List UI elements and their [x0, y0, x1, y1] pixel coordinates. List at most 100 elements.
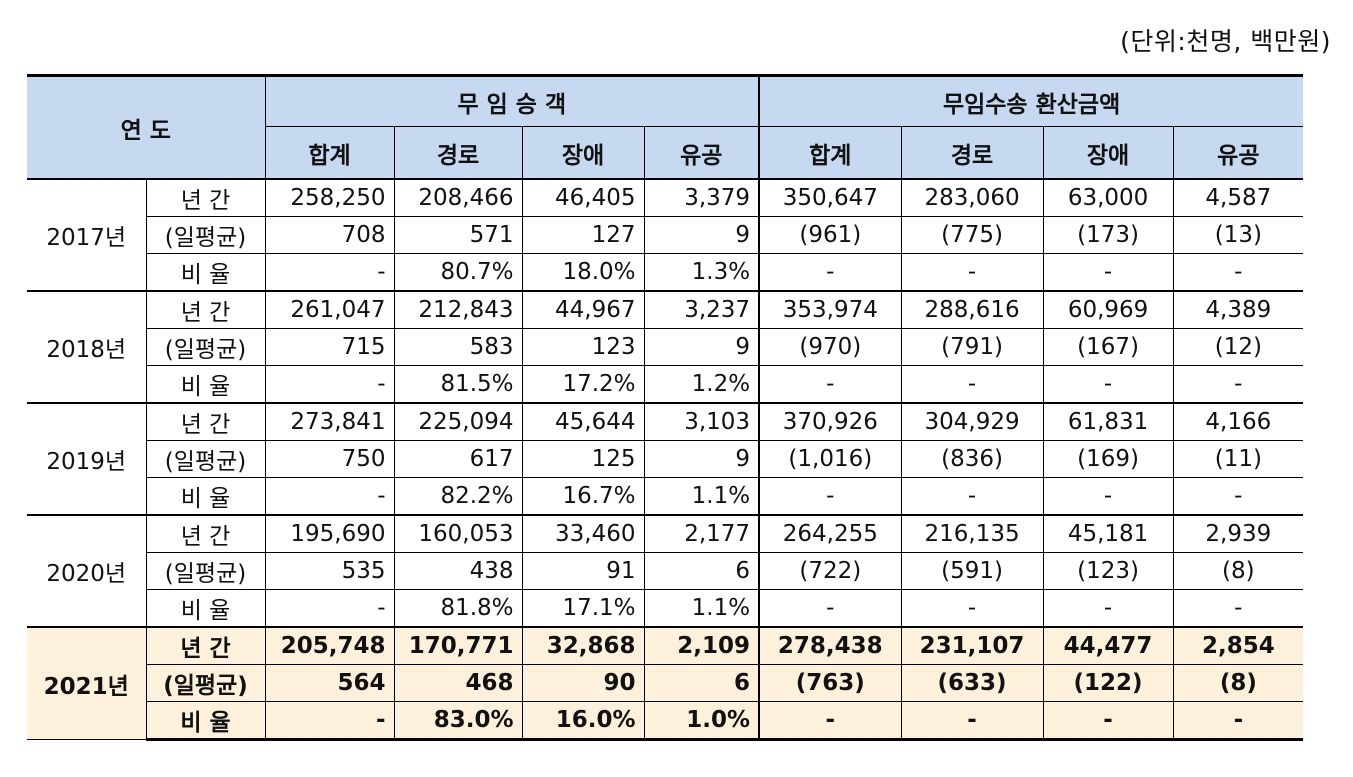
data-cell: 3,103 — [643, 402, 760, 441]
data-cell: 583 — [393, 328, 523, 366]
data-cell: (169) — [1042, 440, 1174, 478]
table-row: (일평균) 708 571 127 9 (961) (775) (173) (13) — [27, 216, 1304, 254]
data-cell: (167) — [1042, 328, 1174, 366]
data-cell: - — [1042, 477, 1174, 516]
data-cell: 91 — [521, 552, 645, 590]
data-cell: 32,868 — [521, 626, 645, 665]
data-cell: 2,109 — [643, 626, 760, 665]
data-cell: 750 — [264, 440, 395, 478]
data-cell: 2,939 — [1172, 514, 1304, 553]
data-cell: - — [758, 477, 902, 516]
data-cell: - — [1042, 253, 1174, 292]
header-row-1: 연 도 무 임 승 객 무임수송 환산금액 — [27, 74, 1304, 180]
data-cell: (8) — [1172, 664, 1304, 702]
data-cell: 708 — [264, 216, 395, 254]
data-cell: (775) — [900, 216, 1044, 254]
data-cell: 125 — [521, 440, 645, 478]
year-cell: 2019년 — [27, 402, 147, 516]
data-cell: (763) — [758, 664, 902, 702]
data-cell: 82.2% — [393, 477, 523, 516]
col-header: 유공 — [1172, 126, 1304, 180]
data-cell: 44,967 — [521, 290, 645, 329]
data-cell: 17.1% — [521, 589, 645, 628]
group-header-converted-amount: 무임수송 환산금액 — [758, 74, 1304, 127]
data-cell: 261,047 — [264, 290, 395, 329]
data-cell: 45,644 — [521, 402, 645, 441]
data-cell: 4,389 — [1172, 290, 1304, 329]
table-row: 비 율 -82.2% 16.7% 1.1% - - - - — [27, 477, 1304, 516]
data-cell: (11) — [1172, 440, 1304, 478]
data-cell: (791) — [900, 328, 1044, 366]
data-cell: - — [900, 365, 1044, 404]
data-cell: 205,748 — [264, 626, 395, 665]
col-header: 합계 — [758, 126, 902, 180]
data-cell: 61,831 — [1042, 402, 1174, 441]
data-cell: 4,587 — [1172, 178, 1304, 217]
data-cell: 16.0% — [521, 701, 645, 741]
data-cell: 9 — [643, 328, 760, 366]
data-cell: (970) — [758, 328, 902, 366]
data-cell: 81.5% — [393, 365, 523, 404]
data-cell: 123 — [521, 328, 645, 366]
data-cell: 46,405 — [521, 178, 645, 217]
table-row: 비 율 -80.7% 18.0% 1.3% - - - - — [27, 253, 1304, 292]
data-cell: 225,094 — [393, 402, 523, 441]
data-cell: 231,107 — [900, 626, 1044, 665]
data-cell: 715 — [264, 328, 395, 366]
table-row: (일평균) 564 468 90 6 (763) (633) (122) (8) — [27, 664, 1304, 702]
data-cell: 350,647 — [758, 178, 902, 217]
data-cell: 283,060 — [900, 178, 1044, 217]
data-cell: 438 — [393, 552, 523, 590]
data-cell: - — [264, 589, 395, 628]
data-cell: (633) — [900, 664, 1044, 702]
data-cell: 2,177 — [643, 514, 760, 553]
data-cell: - — [1172, 589, 1304, 628]
data-cell: 170,771 — [393, 626, 523, 665]
data-cell: 571 — [393, 216, 523, 254]
data-cell: 468 — [393, 664, 523, 702]
data-cell: 6 — [643, 664, 760, 702]
data-cell: - — [1172, 477, 1304, 516]
row-label: (일평균) — [145, 664, 266, 702]
data-cell: (836) — [900, 440, 1044, 478]
data-cell: (1,016) — [758, 440, 902, 478]
data-cell: 127 — [521, 216, 645, 254]
data-cell: 16.7% — [521, 477, 645, 516]
ridership-table: 연 도 무 임 승 객 무임수송 환산금액 합계 경로 장애 유공 합계 경로 … — [27, 74, 1304, 741]
data-cell: 44,477 — [1042, 626, 1174, 665]
data-cell: 258,250 — [264, 178, 395, 217]
data-cell: 564 — [264, 664, 395, 702]
data-cell: 63,000 — [1042, 178, 1174, 217]
data-cell: 617 — [393, 440, 523, 478]
data-cell: 273,841 — [264, 402, 395, 441]
table-row: 비 율 -81.8% 17.1% 1.1% - - - - — [27, 589, 1304, 628]
row-label: 비 율 — [145, 701, 266, 741]
row-label: 년 간 — [145, 514, 266, 553]
data-cell: 353,974 — [758, 290, 902, 329]
data-cell: 370,926 — [758, 402, 902, 441]
data-cell: - — [758, 701, 902, 741]
data-cell: 18.0% — [521, 253, 645, 292]
data-cell: - — [900, 253, 1044, 292]
data-cell: (591) — [900, 552, 1044, 590]
col-header: 유공 — [643, 126, 760, 180]
data-cell: 90 — [521, 664, 645, 702]
data-cell: 9 — [643, 440, 760, 478]
row-label: 비 율 — [145, 477, 266, 516]
table-row: (일평균) 535 438 91 6 (722) (591) (123) (8) — [27, 552, 1304, 590]
data-cell: - — [900, 701, 1044, 741]
data-cell: 288,616 — [900, 290, 1044, 329]
data-cell: (961) — [758, 216, 902, 254]
data-cell: - — [1172, 253, 1304, 292]
table-row: (일평균) 750 617 125 9 (1,016) (836) (169) (11) — [27, 440, 1304, 478]
data-cell: - — [758, 365, 902, 404]
data-cell: 9 — [643, 216, 760, 254]
col-header: 합계 — [264, 126, 395, 180]
data-cell: 4,166 — [1172, 402, 1304, 441]
data-cell: 535 — [264, 552, 395, 590]
data-cell: - — [264, 701, 395, 741]
data-cell: 80.7% — [393, 253, 523, 292]
data-cell: (8) — [1172, 552, 1304, 590]
data-cell: (122) — [1042, 664, 1174, 702]
row-label: 비 율 — [145, 365, 266, 404]
